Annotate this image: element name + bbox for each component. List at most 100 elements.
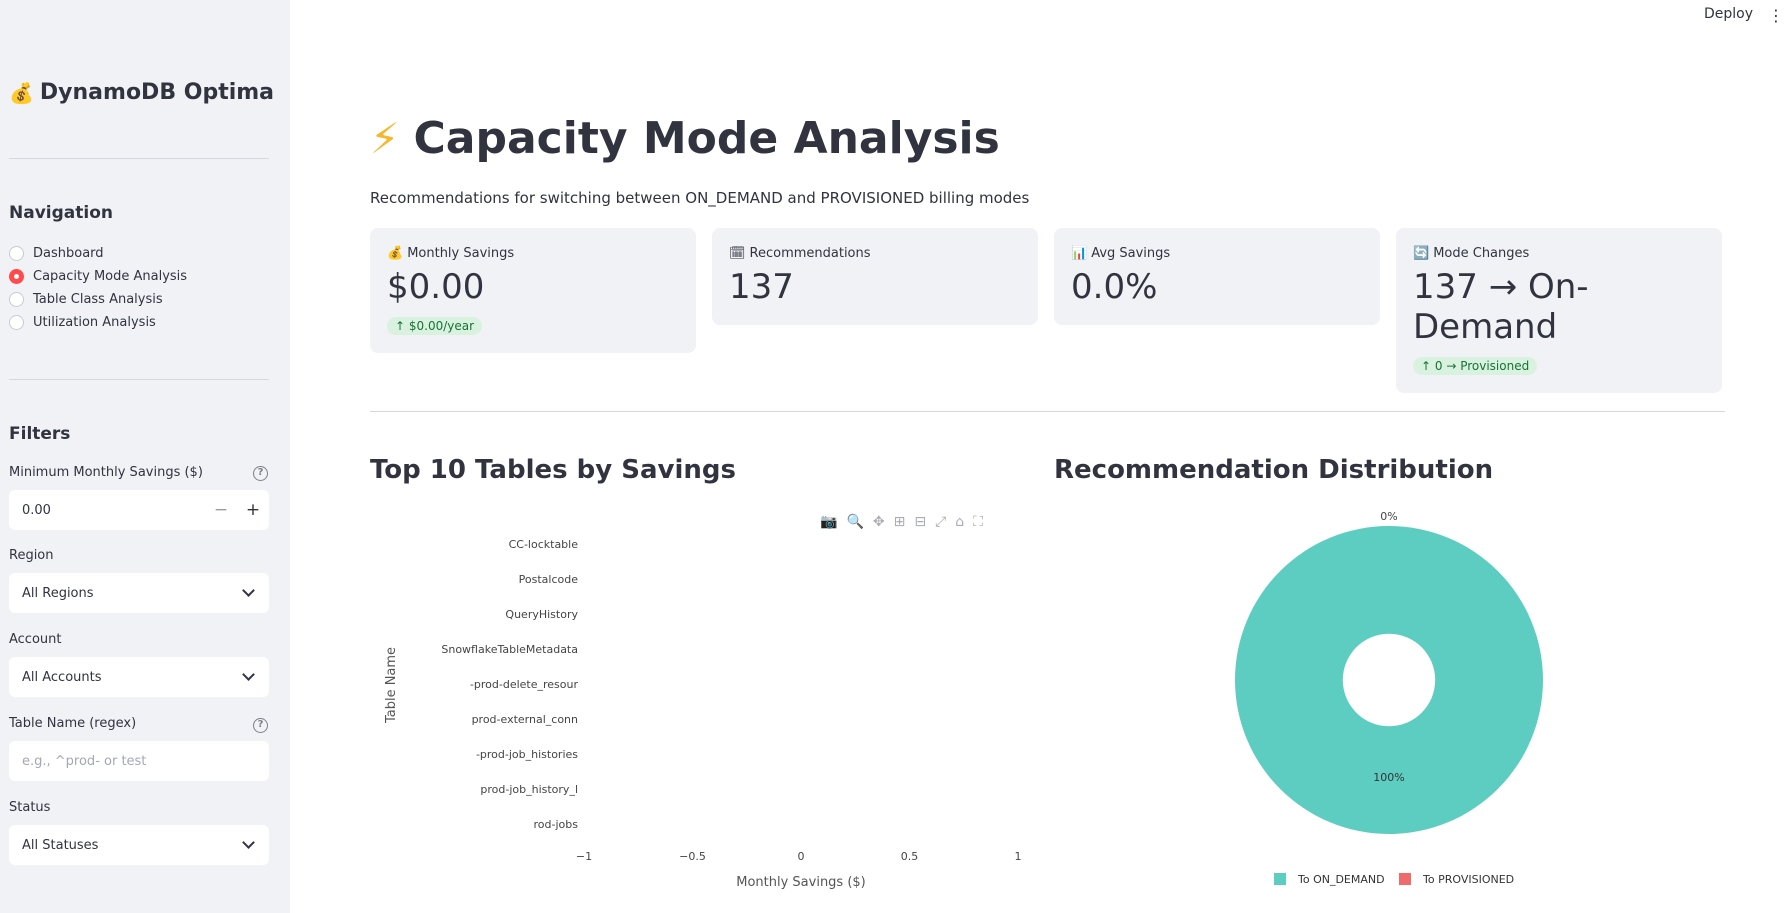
nav-item-dashboard[interactable]: Dashboard <box>9 242 187 265</box>
metric-label: 💰 Monthly Savings <box>387 246 679 261</box>
nav-item-utilization-analysis[interactable]: Utilization Analysis <box>9 311 187 334</box>
metric-delta-text: $0.00/year <box>408 319 475 333</box>
home-icon[interactable]: ⌂ <box>955 514 965 530</box>
sidebar-divider <box>9 158 269 159</box>
y-tick-label: -prod-delete_resour <box>470 678 579 691</box>
nav-item-table-class-analysis[interactable]: Table Class Analysis <box>9 288 187 311</box>
section-divider <box>370 411 1725 412</box>
deploy-button[interactable]: Deploy <box>1704 6 1754 22</box>
metric-label: 🗓 Recommendations <box>729 246 1021 261</box>
legend-swatch <box>1399 873 1411 885</box>
bar-chart: CC-locktable Postalcode QueryHistory Snowfl… <box>384 538 1022 890</box>
region-value: All Regions <box>22 585 94 601</box>
pan-icon[interactable]: ✥ <box>872 514 885 530</box>
zoom-in-icon[interactable]: ⊞ <box>893 514 906 530</box>
bar-chart-icon: 📊 <box>1071 246 1088 261</box>
metric-value: $0.00 <box>387 267 485 307</box>
x-tick-label: −1 <box>576 850 592 863</box>
radio-dashboard[interactable] <box>9 246 24 261</box>
nav-item-capacity-mode-analysis[interactable]: Capacity Mode Analysis <box>9 265 187 288</box>
money-bag-icon: 💰 <box>387 246 404 261</box>
metric-label-text: Mode Changes <box>1433 246 1530 261</box>
metric-card-recommendations: 🗓 Recommendations 137 <box>712 228 1038 325</box>
metric-card-mode-changes: 🔄 Mode Changes 137 → On-Demand ↑ 0 → Pro… <box>1396 228 1722 393</box>
sidebar-divider <box>9 379 269 380</box>
navigation-radio-group: Dashboard Capacity Mode Analysis Table C… <box>9 242 187 334</box>
y-tick-label: SnowflakeTableMetadata <box>441 643 578 656</box>
account-value: All Accounts <box>22 669 102 685</box>
radio-utilization-analysis[interactable] <box>9 315 24 330</box>
lightning-bolt-icon: ⚡ <box>370 114 400 163</box>
metric-value: 137 → On-Demand <box>1413 267 1589 347</box>
table-name-label: Table Name (regex) <box>9 716 137 731</box>
x-tick-label: 0 <box>798 850 805 863</box>
pie-slice <box>1235 526 1543 834</box>
metric-delta: ↑ 0 → Provisioned <box>1413 357 1538 375</box>
account-select[interactable]: All Accounts <box>9 657 269 697</box>
y-tick-label: prod-job_history_l <box>480 783 578 796</box>
metric-value: 0.0% <box>1071 267 1158 307</box>
metric-label: 🔄 Mode Changes <box>1413 246 1705 261</box>
help-icon[interactable]: ? <box>253 718 268 733</box>
table-name-placeholder[interactable]: e.g., ^prod- or test <box>22 753 147 769</box>
radio-table-class-analysis[interactable] <box>9 292 24 307</box>
chevron-down-icon <box>242 668 255 681</box>
min-savings-number-input[interactable]: 0.00 − + <box>9 490 269 530</box>
min-savings-label: Minimum Monthly Savings ($) <box>9 465 203 480</box>
decrement-button[interactable]: − <box>213 500 229 520</box>
region-label: Region <box>9 548 54 563</box>
radio-capacity-mode-analysis[interactable] <box>9 269 24 284</box>
pie-chart-title: Recommendation Distribution <box>1054 455 1494 485</box>
refresh-icon: 🔄 <box>1413 246 1430 261</box>
pie-chart: 100% 0% To ON_DEMAND To PROVISIONED <box>1235 510 1543 886</box>
nav-label: Capacity Mode Analysis <box>33 269 188 284</box>
nav-label: Table Class Analysis <box>33 292 163 307</box>
autoscale-icon[interactable]: ⤢ <box>935 514 947 530</box>
kebab-menu-icon[interactable]: ⋮ <box>1768 6 1784 25</box>
metric-label-text: Monthly Savings <box>407 246 515 261</box>
y-axis-label: Table Name <box>384 647 399 724</box>
money-bag-icon: 💰 <box>9 80 34 105</box>
y-tick-label: rod-jobs <box>534 818 579 831</box>
x-tick-label: −0.5 <box>679 850 706 863</box>
increment-button[interactable]: + <box>245 500 261 520</box>
metric-card-avg-savings: 📊 Avg Savings 0.0% <box>1054 228 1380 325</box>
zoom-out-icon[interactable]: ⊟ <box>914 514 927 530</box>
chevron-down-icon <box>242 584 255 597</box>
calendar-icon: 🗓 <box>729 246 746 261</box>
chart-toolbar: 📷 🔍 ✥ ⊞ ⊟ ⤢ ⌂ ⛶ <box>820 514 983 530</box>
metric-card-monthly-savings: 💰 Monthly Savings $0.00 ↑ $0.00/year <box>370 228 696 353</box>
x-tick-label: 1 <box>1015 850 1022 863</box>
nav-label: Utilization Analysis <box>33 315 156 330</box>
arrow-up-icon: ↑ <box>395 319 406 333</box>
camera-icon[interactable]: 📷 <box>820 514 838 530</box>
metric-value: 137 <box>729 267 794 307</box>
min-savings-value[interactable]: 0.00 <box>22 502 51 518</box>
sidebar: 💰 DynamoDB Optima Navigation Dashboard C… <box>0 0 290 913</box>
y-tick-label: prod-external_conn <box>472 713 578 726</box>
legend-swatch <box>1274 873 1286 885</box>
metric-label-text: Recommendations <box>749 246 871 261</box>
metric-delta-text: 0 → Provisioned <box>1434 359 1530 373</box>
account-label: Account <box>9 632 62 647</box>
filters-title: Filters <box>9 424 71 444</box>
table-name-input[interactable]: e.g., ^prod- or test <box>9 741 269 781</box>
fullscreen-icon[interactable]: ⛶ <box>973 514 983 530</box>
y-tick-label: Postalcode <box>519 573 579 586</box>
y-tick-label: -prod-job_histories <box>476 748 578 761</box>
slice-label: 0% <box>1380 510 1397 523</box>
y-tick-label: QueryHistory <box>505 608 578 621</box>
region-select[interactable]: All Regions <box>9 573 269 613</box>
help-icon[interactable]: ? <box>253 466 268 481</box>
bar-chart-title: Top 10 Tables by Savings <box>370 455 736 485</box>
page-subtitle: Recommendations for switching between ON… <box>370 189 1030 207</box>
legend-label: To ON_DEMAND <box>1297 873 1385 886</box>
chevron-down-icon <box>242 836 255 849</box>
app-brand: 💰 DynamoDB Optima <box>9 80 274 105</box>
metric-label: 📊 Avg Savings <box>1071 246 1363 261</box>
x-axis-label: Monthly Savings ($) <box>736 875 866 890</box>
legend-label: To PROVISIONED <box>1422 873 1514 886</box>
status-select[interactable]: All Statuses <box>9 825 269 865</box>
nav-label: Dashboard <box>33 246 104 261</box>
zoom-icon[interactable]: 🔍 <box>846 514 864 530</box>
